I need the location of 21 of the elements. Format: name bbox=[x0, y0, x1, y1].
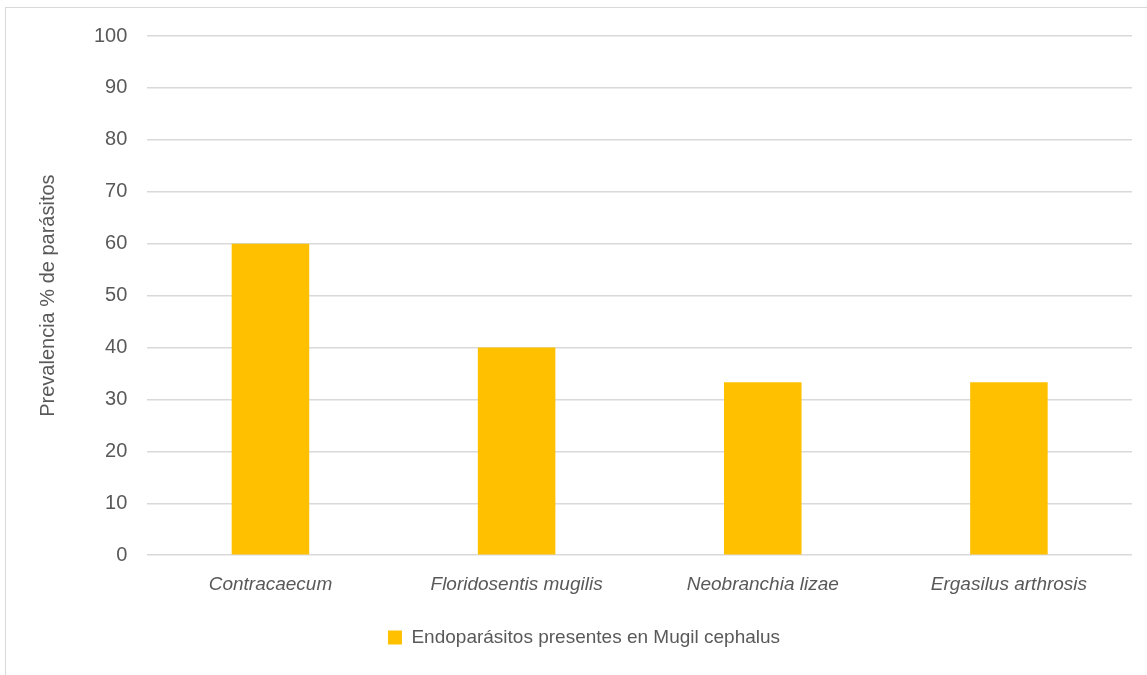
bar bbox=[970, 382, 1048, 555]
y-tick-label: 80 bbox=[105, 127, 128, 150]
y-tick-label: 50 bbox=[105, 283, 128, 306]
y-axis-title: Prevalencia % de parásitos bbox=[35, 174, 58, 417]
x-tick-label: Ergasilus arthrosis bbox=[930, 572, 1088, 594]
y-tick-label: 20 bbox=[105, 438, 128, 461]
y-tick-label: 90 bbox=[105, 75, 128, 98]
x-tick-label: Neobranchia lizae bbox=[686, 572, 839, 594]
y-tick-label: 60 bbox=[105, 231, 128, 254]
y-tick-label: 70 bbox=[105, 179, 128, 202]
x-tick-label: Contracaecum bbox=[208, 572, 333, 594]
x-tick-label: Floridosentis mugilis bbox=[430, 572, 604, 594]
bar bbox=[231, 243, 310, 555]
bar bbox=[477, 347, 556, 555]
y-tick-label: 40 bbox=[105, 335, 128, 358]
y-tick-label: 100 bbox=[93, 23, 128, 46]
y-tick-label: 0 bbox=[116, 542, 128, 565]
bar bbox=[723, 382, 802, 555]
legend-label: Endoparásitos presentes en Mugil cephalus bbox=[411, 625, 781, 647]
y-tick-label: 10 bbox=[105, 490, 128, 513]
y-tick-label: 30 bbox=[105, 386, 128, 409]
